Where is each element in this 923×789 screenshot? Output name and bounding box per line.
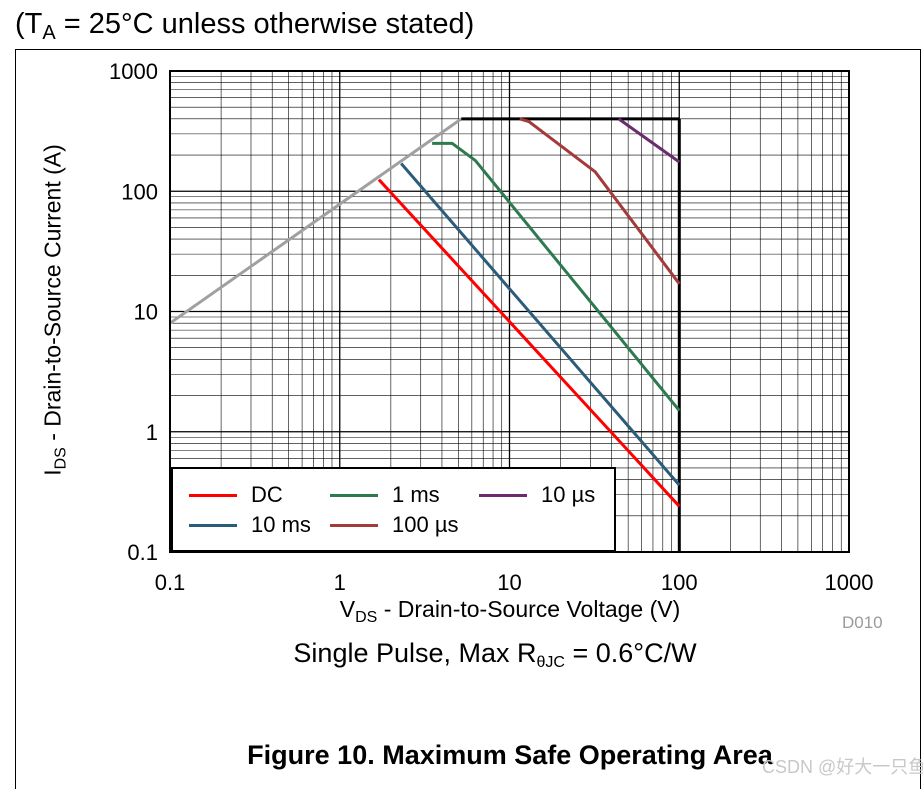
legend-swatch-dc (189, 493, 237, 497)
y-tick-label: 10 (134, 300, 158, 325)
x-tick-label: 1 (334, 570, 346, 595)
conditions-header: (TA = 25°C unless otherwise stated) (15, 8, 475, 44)
series-line-100us (519, 117, 681, 285)
x-tick-label: 1000 (825, 570, 874, 595)
y-tick-label: 0.1 (127, 540, 158, 565)
y-tick-label: 1000 (109, 59, 158, 84)
watermark: CSDN @好大一只鱼 (762, 757, 923, 777)
x-axis-label: VDS - Drain-to-Source Voltage (V) (339, 596, 681, 626)
rdson-limit-line (169, 117, 463, 325)
y-tick-label: 100 (121, 179, 158, 204)
x-tick-label: 100 (661, 570, 698, 595)
legend-swatch-1ms (330, 493, 378, 497)
series-line-1ms (432, 141, 681, 412)
figure-frame (15, 49, 921, 789)
series-line-10ms (400, 162, 681, 487)
legend-swatch-10us (479, 493, 527, 497)
y-axis-label: IDS - Drain-to-Source Current (A) (39, 144, 70, 476)
y-tick-label: 1 (146, 420, 158, 445)
legend-item-10ms: 10 ms (189, 512, 311, 538)
figure-caption: Figure 10. Maximum Safe Operating Area (247, 740, 773, 770)
legend-item-100us: 100 µs (330, 512, 459, 538)
legend-item-10us: 10 µs (479, 482, 595, 508)
legend-swatch-10ms (189, 523, 237, 527)
legend: DC 1 ms 10 µs 10 ms 100 µs (171, 467, 616, 552)
legend-item-1ms: 1 ms (330, 482, 440, 508)
plot-border (169, 70, 850, 553)
x-tick-label: 10 (497, 570, 521, 595)
series-line-10us (617, 117, 681, 164)
series-line-dc (377, 178, 681, 508)
legend-item-dc: DC (189, 482, 283, 508)
x-tick-label: 0.1 (155, 570, 186, 595)
test-condition-note: Single Pulse, Max RθJC = 0.6°C/W (293, 638, 697, 671)
legend-swatch-100us (330, 523, 378, 527)
figure-id: D010 (842, 613, 883, 632)
